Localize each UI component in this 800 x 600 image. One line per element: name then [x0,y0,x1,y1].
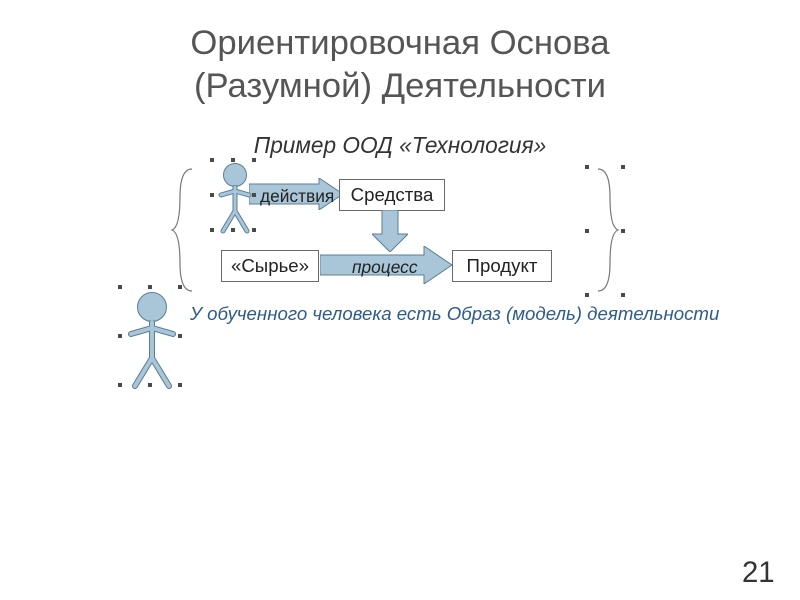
selection-handle[interactable] [178,285,182,289]
selection-handle[interactable] [210,228,214,232]
arrow-actions-label: действия [260,186,334,207]
box-product: Продукт [452,250,552,282]
figure-head-icon [223,163,247,187]
box-raw: «Сырье» [221,250,319,282]
title-line-2: (Разумной) Деятельности [194,67,606,105]
page-number: 21 [742,556,775,590]
figure-head-icon [137,292,167,322]
selection-handle[interactable] [621,229,625,233]
arrow-process-label: процесс [352,257,418,278]
left-brace [170,167,200,293]
selection-handle[interactable] [178,383,182,387]
slide-subtitle: Пример ООД «Технология» [0,132,800,159]
selection-handle[interactable] [621,293,625,297]
selection-handle[interactable] [621,165,625,169]
selection-handle[interactable] [148,383,152,387]
figure-small[interactable] [217,163,253,240]
selection-handle[interactable] [148,285,152,289]
selection-handle[interactable] [252,193,256,197]
selection-handle[interactable] [585,229,589,233]
selection-handle[interactable] [231,228,235,232]
caption-text: У обученного человека есть Образ (модель… [190,303,719,325]
selection-handle[interactable] [585,293,589,297]
selection-handle[interactable] [210,158,214,162]
selection-handle[interactable] [231,158,235,162]
selection-handle[interactable] [252,158,256,162]
selection-handle[interactable] [585,165,589,169]
box-means: Средства [339,179,445,211]
selection-handle[interactable] [252,228,256,232]
selection-handle[interactable] [178,334,182,338]
slide-title: Ориентировочная Основа (Разумной) Деятел… [0,22,800,109]
figure-large[interactable] [127,292,177,395]
selection-handle[interactable] [118,383,122,387]
selection-handle[interactable] [118,334,122,338]
box-raw-label: «Сырье» [231,255,309,277]
box-means-label: Средства [351,184,434,206]
box-product-label: Продукт [467,255,538,277]
right-brace [590,167,620,293]
selection-handle[interactable] [210,193,214,197]
title-line-1: Ориентировочная Основа [190,24,609,62]
selection-handle[interactable] [118,285,122,289]
